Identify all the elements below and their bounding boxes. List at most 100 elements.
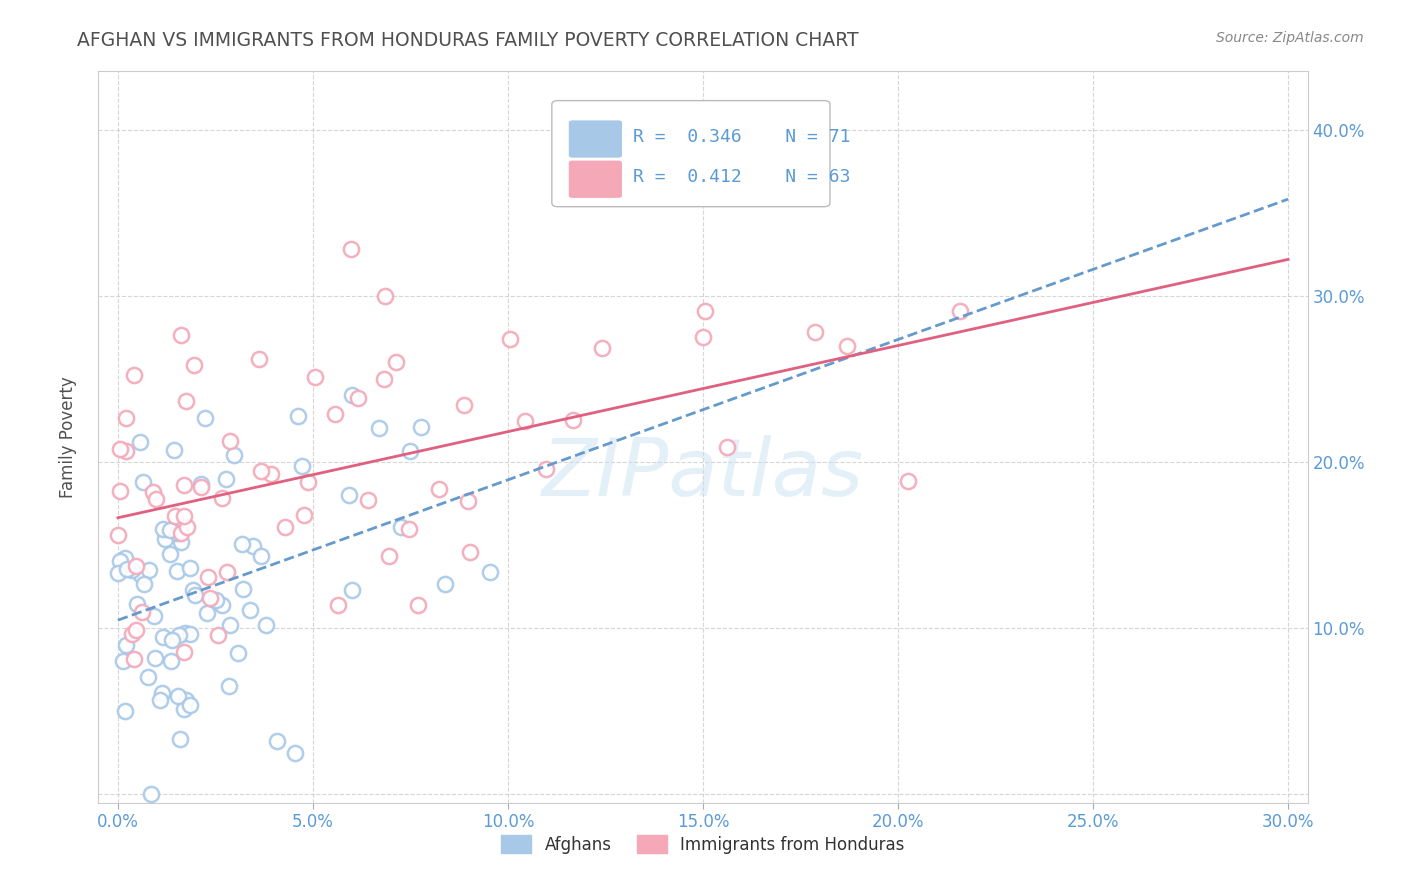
Point [173, 477, 195, 491]
Point [297, 475, 319, 489]
Point [173, 645, 195, 659]
Point [163, 442, 186, 457]
Point [114, 551, 136, 566]
Text: Source: ZipAtlas.com: Source: ZipAtlas.com [1216, 31, 1364, 45]
Point [114, 639, 136, 653]
Point [337, 488, 360, 502]
Point [194, 411, 217, 425]
Point [166, 564, 188, 578]
Point [218, 679, 240, 693]
Point [173, 702, 195, 716]
Point [373, 371, 395, 385]
Point [292, 508, 315, 523]
Point [108, 442, 131, 456]
Point [121, 626, 143, 640]
Point [114, 410, 136, 425]
Point [174, 626, 197, 640]
Point [114, 704, 136, 718]
FancyBboxPatch shape [551, 101, 830, 207]
Point [125, 623, 148, 637]
Point [247, 352, 270, 367]
Point [219, 618, 242, 632]
Point [107, 566, 129, 580]
Point [165, 508, 187, 523]
Point [250, 464, 273, 478]
FancyBboxPatch shape [569, 120, 621, 158]
Point [326, 599, 349, 613]
Point [145, 492, 167, 507]
Legend: Afghans, Immigrants from Honduras: Afghans, Immigrants from Honduras [495, 829, 911, 860]
Point [190, 477, 212, 491]
Point [357, 492, 380, 507]
Point [129, 434, 152, 449]
Point [179, 561, 201, 575]
Point [197, 570, 219, 584]
Point [427, 482, 450, 496]
Point [139, 788, 162, 802]
Point [716, 440, 738, 454]
Point [254, 617, 277, 632]
Point [121, 563, 143, 577]
Point [266, 734, 288, 748]
Point [457, 494, 479, 508]
Point [198, 591, 221, 605]
Point [142, 484, 165, 499]
Point [591, 341, 613, 355]
Point [132, 577, 155, 591]
Point [249, 549, 271, 563]
Point [399, 444, 422, 458]
Point [166, 690, 188, 704]
Point [183, 359, 205, 373]
Point [197, 606, 219, 620]
Point [260, 467, 283, 481]
Point [117, 562, 139, 576]
Point [378, 549, 401, 564]
Point [835, 339, 858, 353]
FancyBboxPatch shape [569, 161, 621, 198]
Point [693, 303, 716, 318]
Point [479, 566, 502, 580]
Point [389, 520, 412, 534]
Point [562, 413, 585, 427]
Point [138, 563, 160, 577]
Point [291, 459, 314, 474]
Point [149, 692, 172, 706]
Point [160, 654, 183, 668]
Point [433, 576, 456, 591]
Point [190, 480, 212, 494]
Point [368, 420, 391, 434]
Point [284, 747, 307, 761]
Point [122, 652, 145, 666]
Point [159, 547, 181, 561]
Point [211, 599, 233, 613]
Point [166, 525, 188, 540]
Text: R =  0.412    N = 63: R = 0.412 N = 63 [633, 169, 851, 186]
Point [124, 559, 146, 574]
Point [398, 522, 420, 536]
Point [142, 609, 165, 624]
Point [406, 599, 429, 613]
Point [385, 355, 408, 369]
Point [115, 444, 138, 458]
Point [536, 461, 558, 475]
Point [160, 632, 183, 647]
Point [179, 698, 201, 712]
Point [804, 326, 827, 340]
Point [174, 693, 197, 707]
Text: R =  0.346    N = 71: R = 0.346 N = 71 [633, 128, 851, 146]
Point [131, 568, 153, 582]
Text: AFGHAN VS IMMIGRANTS FROM HONDURAS FAMILY POVERTY CORRELATION CHART: AFGHAN VS IMMIGRANTS FROM HONDURAS FAMIL… [77, 31, 859, 50]
Text: ZIPatlas: ZIPatlas [541, 434, 865, 513]
Point [152, 630, 174, 644]
Point [131, 605, 153, 619]
Point [231, 537, 253, 551]
Point [153, 532, 176, 546]
Point [217, 565, 239, 579]
Point [273, 520, 295, 534]
Point [207, 628, 229, 642]
Point [170, 525, 193, 540]
Point [215, 472, 238, 486]
Point [110, 554, 132, 568]
Point [287, 409, 309, 423]
Point [173, 509, 195, 524]
